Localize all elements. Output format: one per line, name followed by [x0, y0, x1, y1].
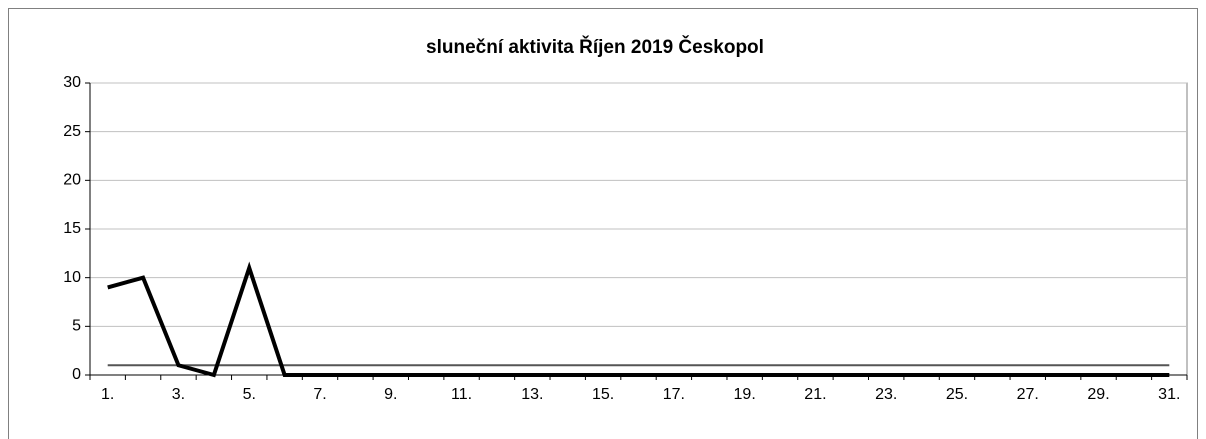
line-series — [107, 261, 1170, 378]
x-tick-label: 15. — [592, 386, 614, 403]
x-tick-label: 25. — [946, 386, 968, 403]
x-tick-label: 29. — [1087, 386, 1109, 403]
x-tick-label: 31. — [1158, 386, 1180, 403]
y-tick-label: 10 — [63, 269, 81, 286]
y-tick-label: 25 — [63, 123, 81, 140]
x-tick-label: 21. — [804, 386, 826, 403]
y-tick-label: 15 — [63, 220, 81, 237]
x-tick-label: 19. — [734, 386, 756, 403]
x-tick-label: 7. — [313, 386, 326, 403]
x-tick-label: 3. — [172, 386, 185, 403]
chart-title: sluneční aktivita Říjen 2019 Českopol — [426, 36, 764, 58]
y-tick-label: 30 — [63, 74, 81, 91]
x-tick-label: 5. — [243, 386, 256, 403]
y-tick-label: 5 — [72, 318, 81, 335]
x-tick-label: 1. — [101, 386, 114, 403]
x-tick-label: 23. — [875, 386, 897, 403]
x-tick-label: 27. — [1017, 386, 1039, 403]
x-tick-label: 11. — [451, 386, 472, 403]
y-tick-label: 20 — [63, 172, 81, 189]
chart-frame — [8, 8, 1198, 439]
y-tick-label: 0 — [72, 366, 81, 383]
x-tick-label: 13. — [521, 386, 543, 403]
x-tick-label: 17. — [663, 386, 685, 403]
x-tick-label: 9. — [384, 386, 397, 403]
